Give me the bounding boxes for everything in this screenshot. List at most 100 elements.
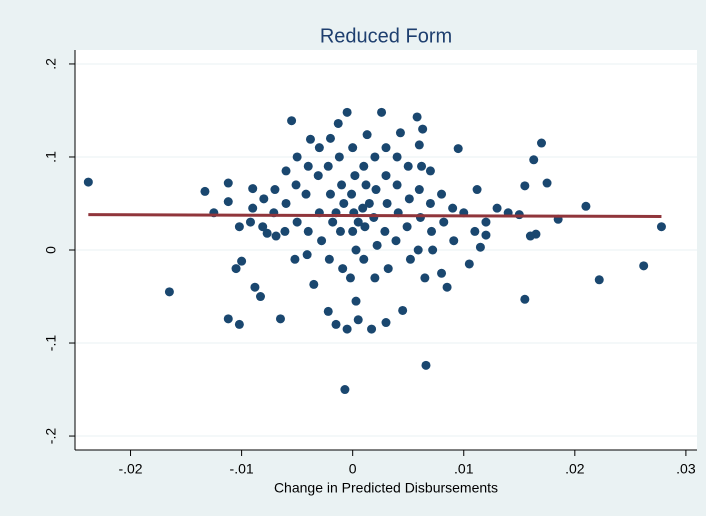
point — [223, 197, 233, 207]
point — [470, 226, 480, 236]
point — [350, 171, 360, 181]
point — [639, 261, 649, 271]
point — [337, 180, 347, 190]
point — [442, 282, 452, 292]
point — [420, 273, 430, 283]
point — [414, 140, 424, 150]
point — [348, 143, 358, 153]
point — [281, 166, 291, 176]
point — [334, 152, 344, 162]
point — [259, 194, 269, 204]
point — [361, 180, 371, 190]
point — [392, 180, 402, 190]
point — [367, 324, 377, 334]
point — [529, 155, 539, 165]
point — [520, 181, 530, 191]
point — [270, 185, 280, 195]
point — [581, 201, 591, 211]
point — [338, 264, 348, 274]
point — [348, 226, 358, 236]
x-tick-label: .02 — [565, 461, 585, 477]
point — [417, 161, 427, 171]
point — [303, 161, 313, 171]
point — [250, 282, 260, 292]
point — [381, 318, 391, 328]
point — [427, 226, 437, 236]
point — [542, 178, 552, 188]
point — [370, 273, 380, 283]
point — [280, 226, 290, 236]
x-tick-label: -.02 — [118, 461, 142, 477]
point — [364, 198, 374, 208]
point — [314, 143, 324, 153]
point — [342, 324, 352, 334]
point — [262, 228, 272, 238]
point — [255, 292, 265, 302]
y-tick-label: -.1 — [43, 335, 59, 352]
point — [472, 185, 482, 195]
point — [404, 194, 414, 204]
point — [281, 198, 291, 208]
point — [335, 226, 345, 236]
point — [449, 236, 459, 246]
point — [475, 242, 485, 252]
point — [437, 189, 447, 199]
point — [425, 166, 435, 176]
point — [292, 152, 302, 162]
point — [412, 112, 422, 122]
point — [234, 319, 244, 329]
point — [464, 259, 474, 269]
point — [290, 254, 300, 264]
point — [448, 203, 458, 213]
point — [223, 314, 233, 324]
point — [453, 144, 463, 154]
point — [353, 315, 363, 325]
point — [234, 222, 244, 232]
point — [525, 231, 535, 241]
point — [402, 222, 412, 232]
point — [481, 230, 491, 240]
point — [492, 203, 502, 213]
y-tick-label: .1 — [43, 151, 59, 163]
point — [418, 124, 428, 134]
point — [245, 217, 255, 227]
point — [360, 222, 370, 232]
chart-title: Reduced Form — [320, 25, 452, 47]
point — [325, 133, 335, 143]
point — [425, 198, 435, 208]
point — [381, 143, 391, 153]
x-tick-label: .01 — [454, 461, 474, 477]
point — [428, 245, 438, 255]
point — [594, 275, 604, 285]
point — [372, 240, 382, 250]
point — [325, 189, 335, 199]
point — [395, 128, 405, 138]
point — [391, 236, 401, 246]
y-tick-label: .2 — [43, 58, 59, 70]
point — [405, 254, 415, 264]
point — [421, 360, 431, 370]
point — [292, 217, 302, 227]
point — [302, 250, 312, 260]
point — [303, 226, 313, 236]
point — [351, 245, 361, 255]
point — [309, 279, 319, 289]
point — [317, 236, 327, 246]
point — [347, 189, 357, 199]
point — [370, 152, 380, 162]
point — [287, 116, 297, 126]
point — [403, 161, 413, 171]
point — [359, 161, 369, 171]
point — [359, 254, 369, 264]
fit-line — [88, 213, 662, 219]
point — [398, 305, 408, 315]
point — [383, 264, 393, 274]
point — [339, 198, 349, 208]
point — [439, 217, 449, 227]
point — [481, 217, 491, 227]
point — [382, 198, 392, 208]
point — [305, 134, 315, 144]
x-tick-label: 0 — [349, 461, 357, 477]
point — [353, 217, 363, 227]
